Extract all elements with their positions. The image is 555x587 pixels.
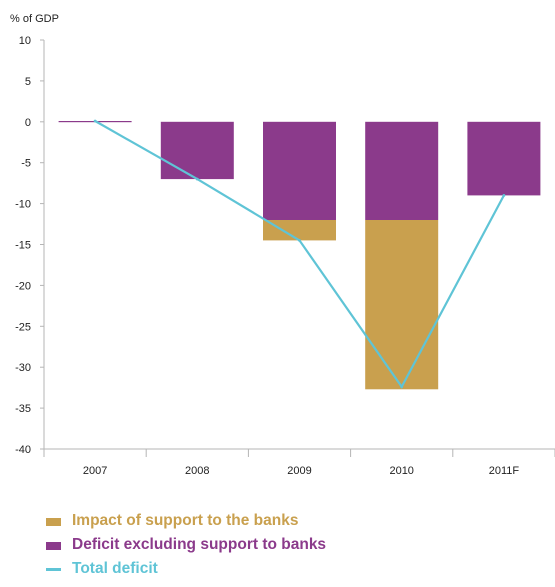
- point-total-deficit-2011f: [502, 194, 506, 197]
- y-tick-label: 5: [25, 76, 31, 88]
- legend-swatch-deficit-excluding: [46, 542, 61, 550]
- point-total-deficit-2008: [195, 177, 199, 181]
- bar-deficit-excluding-support-to-banks-2010: [365, 121, 439, 220]
- y-tick-label: 0: [25, 117, 31, 129]
- bar-impact-of-support-to-the-banks-2009: [263, 220, 336, 241]
- bar-deficit-excluding-support-to-banks-2008: [160, 121, 234, 180]
- bar-deficit-excluding-support-to-banks-2011f: [467, 121, 541, 196]
- y-tick-label: -30: [15, 362, 31, 374]
- legend-swatch-impact: [46, 518, 61, 526]
- y-axis-unit-label: % of GDP: [10, 13, 59, 25]
- y-tick-label: -20: [15, 280, 31, 292]
- y-tick-label: -35: [15, 403, 31, 415]
- bar-impact-of-support-to-the-banks-2010: [365, 220, 439, 390]
- y-tick-label: -25: [15, 321, 31, 333]
- x-tick-label-2008: 2008: [185, 465, 209, 477]
- y-tick-label: -10: [15, 199, 31, 211]
- legend-item-impact: Impact of support to the banks: [46, 510, 326, 532]
- y-tick-label: -15: [15, 240, 31, 252]
- legend-label-impact: Impact of support to the banks: [72, 512, 299, 529]
- y-tick-label: -40: [15, 444, 31, 456]
- x-tick-label-2011f: 2011F: [489, 465, 520, 477]
- legend-label-total-deficit: Total deficit: [72, 560, 158, 577]
- x-tick-label-2009: 2009: [287, 465, 311, 477]
- legend-item-deficit-excluding: Deficit excluding support to banks: [46, 534, 326, 556]
- bars-layer: [58, 121, 541, 390]
- legend-line-total-deficit: [46, 568, 61, 571]
- line-layer: [93, 119, 506, 389]
- x-tick-label-2007: 2007: [83, 465, 107, 477]
- point-total-deficit-2010: [400, 385, 404, 389]
- x-tick-label-2010: 2010: [389, 465, 413, 477]
- bar-deficit-excluding-support-to-banks-2009: [263, 121, 336, 220]
- point-total-deficit-2007: [93, 119, 97, 123]
- legend-item-total-deficit: Total deficit: [46, 558, 326, 580]
- axes-layer: 10 5 0 -5 -10 -15 -20 -25 -30 -35 -40 2007 2008 2009 2…: [15, 35, 555, 477]
- chart-legend: Impact of support to the banks Deficit e…: [46, 510, 326, 582]
- y-tick-label: 10: [19, 35, 31, 47]
- deficit-chart: % of GDP 10 5 0 -5 -10 -15 -20 -25 -30 -35 -40 2007…: [10, 13, 555, 477]
- legend-label-deficit-excluding: Deficit excluding support to banks: [72, 536, 327, 553]
- point-total-deficit-2009: [298, 239, 301, 242]
- y-tick-label: -5: [21, 158, 31, 170]
